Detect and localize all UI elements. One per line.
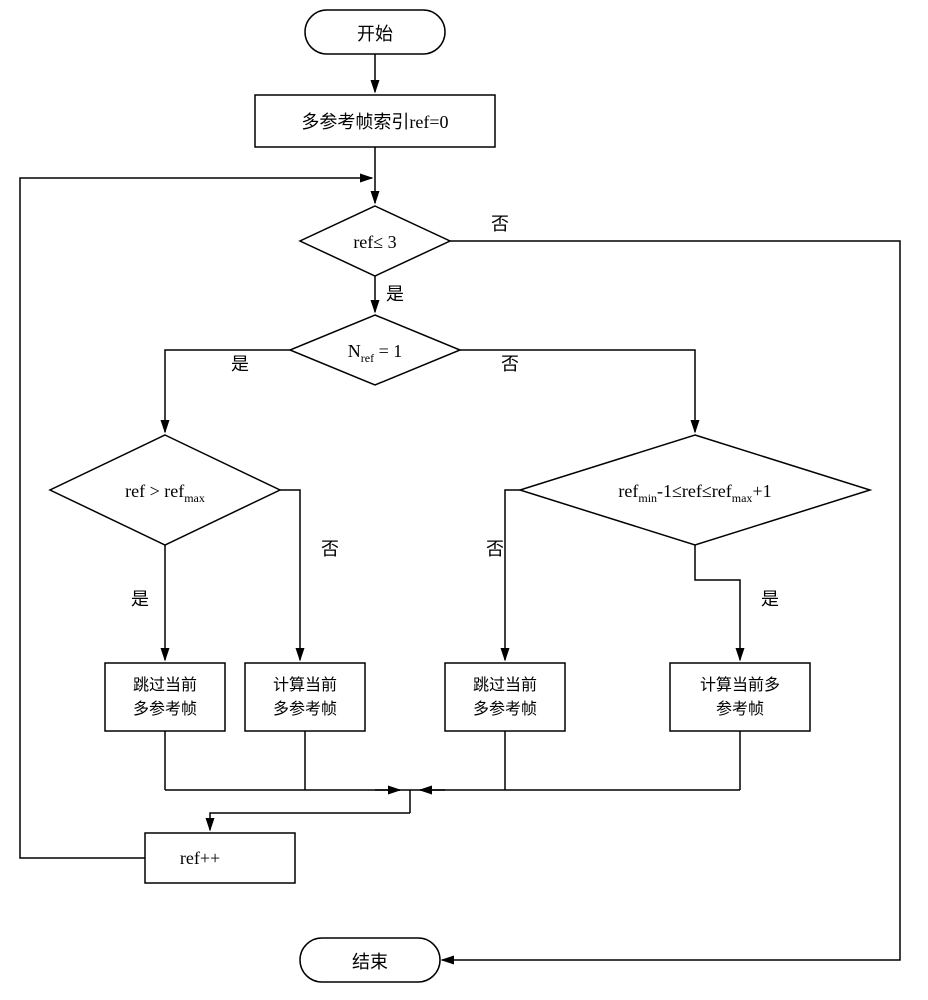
calc2-l1: 计算当前多 (700, 675, 780, 694)
edge-d1-no (442, 241, 900, 960)
edge-d4-yes (695, 545, 740, 660)
d4-yes-label: 是 (761, 589, 779, 609)
calc2-node: 计算当前多 参考帧 (670, 663, 810, 731)
inc-label: ref++ (180, 848, 220, 868)
edge-d4-no (505, 490, 520, 660)
start-node: 开始 (305, 10, 445, 54)
decision-nref-eq-1: Nref = 1 (290, 315, 460, 385)
d3-no-label: 否 (321, 539, 339, 559)
inc-node: ref++ (145, 833, 295, 883)
decision-ref-gt-refmax: ref > refmax (50, 435, 280, 545)
d1-yes-label: 是 (386, 284, 404, 304)
edge-d3-no (280, 490, 300, 660)
init-label: 多参考帧索引ref=0 (301, 112, 448, 132)
edge-d2-yes (165, 350, 290, 432)
d1-no-label: 否 (491, 214, 509, 234)
skip2-node: 跳过当前 多参考帧 (445, 663, 565, 731)
d4-no-label: 否 (486, 539, 504, 559)
edge-to-inc (210, 813, 410, 830)
calc1-l1: 计算当前 (273, 675, 337, 694)
end-node: 结束 (300, 938, 440, 982)
init-node: 多参考帧索引ref=0 (255, 95, 495, 147)
d1-label: ref≤ 3 (353, 232, 396, 252)
d2-yes-label: 是 (231, 354, 249, 374)
calc2-l2: 参考帧 (716, 700, 764, 718)
calc1-node: 计算当前 多参考帧 (245, 663, 365, 731)
d2-no-label: 否 (501, 354, 519, 374)
skip1-l1: 跳过当前 (133, 676, 197, 694)
start-label: 开始 (357, 24, 393, 44)
calc1-l2: 多参考帧 (273, 700, 337, 718)
decision-ref-le-3: ref≤ 3 (300, 206, 450, 276)
decision-ref-range: refmin-1≤ref≤refmax+1 (520, 435, 870, 545)
skip2-l2: 多参考帧 (473, 700, 537, 718)
skip1-node: 跳过当前 多参考帧 (105, 663, 225, 731)
d3-yes-label: 是 (131, 589, 149, 609)
skip2-l1: 跳过当前 (473, 676, 537, 694)
flowchart-canvas: 开始 多参考帧索引ref=0 ref≤ 3 否 是 Nref = 1 是 否 r… (0, 0, 928, 1000)
skip1-l2: 多参考帧 (133, 700, 197, 718)
edge-d2-no (460, 350, 695, 432)
end-label: 结束 (352, 952, 388, 972)
